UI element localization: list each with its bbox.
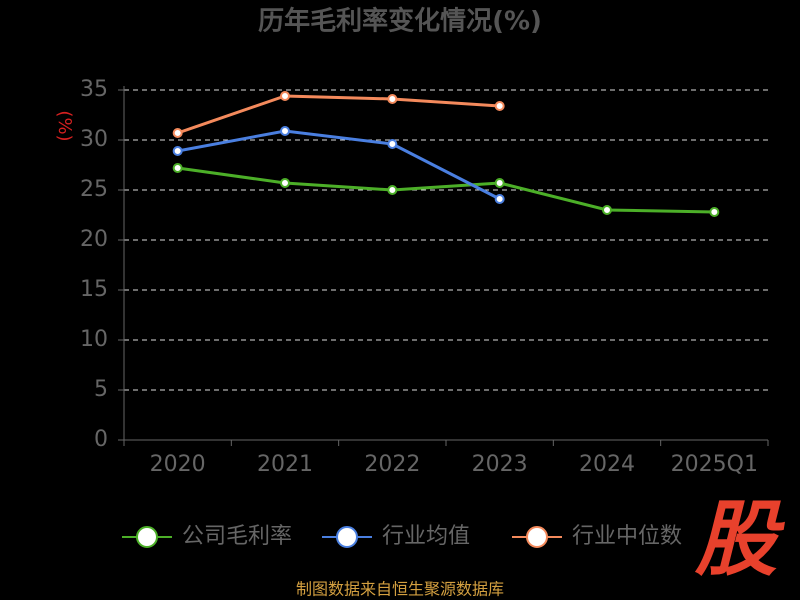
data-point: [172, 128, 183, 138]
data-point: [280, 126, 290, 136]
y-tick-label: 0: [94, 427, 108, 452]
x-tick-label: 2020: [150, 452, 206, 477]
y-tick-label: 20: [80, 227, 108, 252]
series-line: [177, 166, 715, 214]
data-point: [172, 146, 183, 156]
data-point: [494, 194, 505, 204]
series-line: [177, 94, 500, 135]
legend-marker: [136, 526, 158, 548]
y-tick-label: 35: [80, 77, 108, 102]
data-point: [494, 101, 505, 111]
y-tick-label: 25: [80, 177, 108, 202]
x-tick-label: 2022: [364, 452, 420, 477]
legend-label: 公司毛利率: [182, 524, 292, 549]
x-tick-label: 2025Q1: [671, 452, 758, 477]
data-point: [280, 178, 290, 188]
chart-title: 历年毛利率变化情况(%): [258, 6, 542, 37]
y-tick-label: 30: [80, 127, 108, 152]
data-point: [280, 91, 290, 101]
source-note: 制图数据来自恒生聚源数据库: [296, 580, 504, 599]
series-line: [177, 129, 501, 201]
x-tick-label: 2023: [472, 452, 528, 477]
data-point: [387, 139, 398, 149]
legend-marker: [336, 526, 358, 548]
logo: 股: [694, 492, 785, 587]
x-tick-label: 2021: [257, 452, 313, 477]
y-tick-label: 5: [94, 377, 108, 402]
data-point: [602, 205, 612, 215]
y-axis-label: (%): [54, 110, 75, 141]
data-point: [387, 94, 398, 104]
data-point: [387, 185, 398, 195]
legend-label: 行业均值: [382, 524, 470, 549]
legend-marker: [526, 526, 548, 548]
x-tick-label: 2024: [579, 452, 635, 477]
legend-label: 行业中位数: [572, 524, 682, 549]
data-point: [494, 178, 505, 188]
y-tick-label: 15: [80, 277, 108, 302]
data-point: [709, 207, 720, 217]
data-point: [172, 163, 183, 173]
y-tick-label: 10: [80, 327, 108, 352]
